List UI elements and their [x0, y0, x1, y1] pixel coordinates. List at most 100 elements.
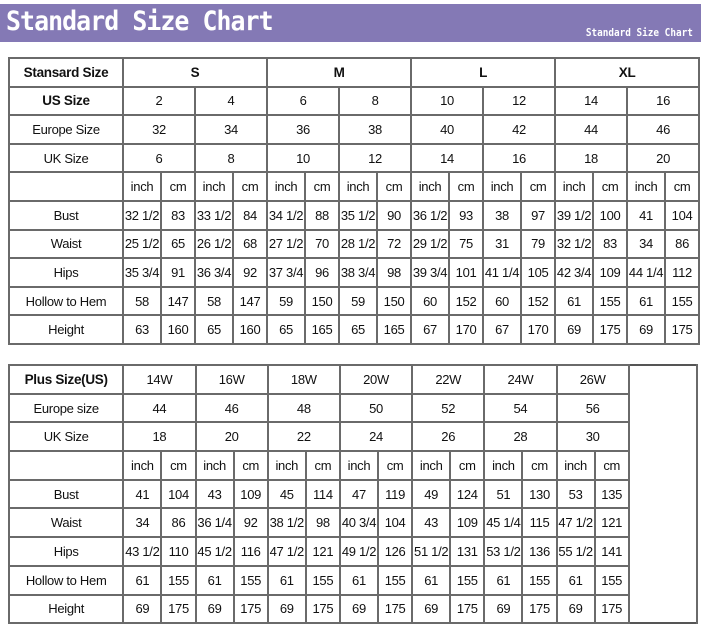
unit-header: cm: [376, 171, 413, 202]
measurement-cell: 65: [338, 314, 379, 345]
measurement-cell: 121: [593, 507, 630, 539]
measurement-cell: 36 1/2: [410, 199, 451, 231]
measurement-cell: 41: [626, 199, 667, 231]
measurement-cell: 135: [593, 478, 630, 510]
size-cell: 6: [122, 142, 196, 174]
page-subtitle: Standard Size Chart: [586, 26, 693, 39]
measurement-cell: 104: [377, 507, 414, 539]
table-row: UK Size 6 8 10 12 14 16 18 20: [8, 142, 701, 174]
measurement-cell: 49: [411, 478, 452, 510]
measurement-cell: 69: [411, 593, 452, 625]
size-cell: 30: [555, 421, 630, 453]
measurement-cell: 34: [122, 507, 163, 539]
row-label: Europe Size: [8, 114, 124, 145]
unit-header: inch: [554, 171, 595, 202]
size-header: 24W: [483, 364, 558, 395]
measurement-cell: 67: [482, 314, 523, 345]
unit-header: inch: [338, 171, 379, 202]
unit-header: cm: [449, 450, 486, 481]
measurement-cell: 47 1/2: [266, 536, 307, 567]
measurement-cell: 109: [449, 507, 486, 539]
size-cell: 8: [193, 142, 269, 174]
measurement-cell: 33 1/2: [194, 199, 234, 231]
size-cell: 18: [554, 142, 629, 174]
size-group-header: M: [266, 57, 413, 88]
size-cell: 18: [122, 421, 197, 453]
measurement-cell: 60: [410, 285, 451, 317]
table-row: UK Size 18 20 22 24 26 28 30: [7, 421, 697, 453]
measurement-cell: 43: [411, 507, 452, 539]
measurement-cell: 65: [266, 314, 307, 345]
measurement-cell: 83: [160, 199, 196, 231]
measurement-cell: 35 1/2: [338, 199, 379, 231]
row-label: Height: [8, 314, 124, 345]
measurement-cell: 104: [160, 478, 197, 510]
unit-header: inch: [411, 450, 452, 481]
measurement-cell: 31: [482, 228, 523, 260]
size-header: 26W: [555, 364, 630, 395]
unit-header: cm: [304, 171, 341, 202]
measurement-cell: 155: [593, 564, 630, 596]
measurement-cell: 69: [626, 314, 667, 345]
row-label: UK Size: [7, 421, 125, 453]
measurement-cell: 70: [304, 228, 341, 260]
measurement-cell: 41 1/4: [482, 257, 523, 288]
size-cell: 56: [555, 392, 630, 424]
measurement-cell: 61: [338, 564, 380, 596]
measurement-cell: 97: [520, 199, 557, 231]
measurement-cell: 32 1/2: [554, 228, 595, 260]
measurement-cell: 69: [483, 593, 524, 625]
measurement-cell: 152: [448, 285, 485, 317]
measurement-cell: 155: [592, 285, 629, 317]
measurement-cell: 69: [555, 593, 596, 625]
measurement-cell: 53 1/2: [483, 536, 524, 567]
unit-header: inch: [482, 171, 523, 202]
size-cell: 14: [554, 85, 629, 117]
measurement-cell: 37 3/4: [266, 257, 307, 288]
measurement-cell: 61: [554, 285, 595, 317]
measurement-cell: 130: [521, 478, 558, 510]
size-cell: 12: [338, 142, 413, 174]
measurement-cell: 126: [377, 536, 414, 567]
measurement-cell: 47: [338, 478, 380, 510]
measurement-cell: 147: [160, 285, 196, 317]
unit-header: inch: [266, 171, 307, 202]
measurement-cell: 60: [482, 285, 523, 317]
measurement-cell: 170: [520, 314, 557, 345]
size-group-header: XL: [554, 57, 701, 88]
size-cell: 6: [266, 85, 341, 117]
unit-header: cm: [521, 450, 558, 481]
measurement-cell: 112: [664, 257, 701, 288]
size-cell: 24: [338, 421, 414, 453]
measurement-cell: 86: [160, 507, 197, 539]
measurement-cell: 175: [160, 593, 197, 625]
row-label: [8, 171, 124, 202]
measurement-cell: 165: [376, 314, 413, 345]
unit-header: inch: [338, 450, 380, 481]
measurement-cell: 86: [664, 228, 701, 260]
size-header: 16W: [194, 364, 269, 395]
size-cell: 44: [122, 392, 197, 424]
row-label: Hollow to Hem: [7, 564, 125, 596]
measurement-cell: 115: [521, 507, 558, 539]
size-cell: 2: [122, 85, 196, 117]
measurement-cell: 175: [664, 314, 701, 345]
measurement-cell: 175: [377, 593, 414, 625]
blank-column: [627, 365, 699, 624]
size-cell: 28: [483, 421, 558, 453]
measurement-cell: 136: [521, 536, 558, 567]
unit-header: cm: [593, 450, 630, 481]
unit-header: cm: [664, 171, 701, 202]
size-cell: 20: [194, 421, 269, 453]
measurement-cell: 119: [377, 478, 414, 510]
measurement-cell: 150: [304, 285, 341, 317]
measurement-cell: 109: [592, 257, 629, 288]
measurement-cell: 25 1/2: [122, 228, 162, 260]
unit-header: inch: [194, 450, 235, 481]
size-cell: 36: [266, 114, 341, 145]
unit-header: cm: [232, 450, 269, 481]
unit-header: inch: [194, 171, 234, 202]
measurement-cell: 175: [304, 593, 341, 625]
header-row: Stansard Size S M L XL: [8, 57, 701, 88]
measurement-cell: 98: [304, 507, 341, 539]
